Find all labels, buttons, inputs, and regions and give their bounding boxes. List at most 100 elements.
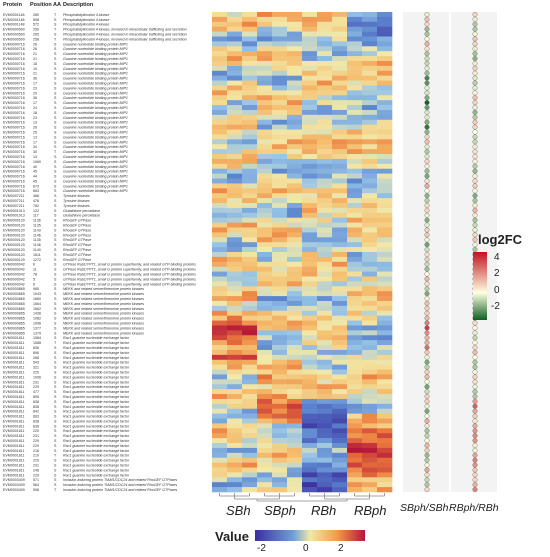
heatmap-cell [332,173,348,179]
row-aa: S [54,42,57,46]
heatmap-cell [227,354,243,361]
heatmap-cell [332,408,348,414]
row-description: Rac1 guanine nucleotide exchange factor [63,444,130,448]
heatmap-cell [347,80,363,86]
heatmap-cell [362,95,378,101]
heatmap-cell [332,85,348,91]
heatmap-cell [257,452,273,459]
log2fc-cell [424,60,430,66]
log2fc-cell [424,70,430,76]
row-protein: EVM0001811 [3,375,25,379]
log2fc-cell [472,41,478,47]
heatmap-cell [347,114,363,121]
heatmap-cell [302,359,318,365]
heatmap-cell [317,276,333,282]
heatmap-cell [212,398,228,405]
heatmap-cell [272,90,288,96]
row-description: Guanine nucleotide binding protein MIP1 [63,145,128,149]
heatmap-cell [227,276,243,282]
heatmap-cell [302,154,318,160]
log2fc-cell [424,256,430,262]
row-aa: S [54,268,57,272]
row-protein: EVM0001811 [3,464,25,468]
heatmap-cell [377,428,393,434]
heatmap-cell [212,325,228,331]
row-aa: S [54,165,57,169]
heatmap-cell [302,212,318,219]
heatmap-cell [362,335,378,341]
row-description: Glutathione peroxidase [63,214,100,218]
heatmap-cell [272,212,288,219]
heatmap-cell [272,443,288,449]
row-aa: S [54,155,57,159]
heatmap-cell [347,261,363,267]
heatmap-cell [362,119,378,125]
heatmap-cell [347,256,363,263]
log2fc-cell [424,109,430,115]
row-description: GTPase Rab1/YPT1, small G protein superf… [63,268,196,272]
row-protein: EVM0000865 [3,297,25,301]
heatmap-cell [362,296,378,302]
row-position: 842 [33,410,39,414]
row-position: 836 [33,346,39,350]
row-position: 231 [33,464,39,468]
heatmap-cell [347,433,363,439]
heatmap-cell [227,247,243,253]
heatmap-cell [302,266,318,272]
heatmap-cell [287,134,303,140]
log2fc-cell [472,21,478,27]
heatmap-cell [287,330,303,336]
heatmap-cell [227,90,243,96]
heatmap-cell [257,188,273,194]
heatmap-cell [302,364,318,370]
log2fc-cell [424,36,430,42]
heatmap-cell [317,369,333,375]
heatmap-cell [242,119,258,125]
heatmap-cell [272,12,288,18]
heatmap-cell [212,242,228,248]
heatmap-cell [347,266,363,272]
log2fc-cell [424,433,430,439]
heatmap-cell [332,447,348,454]
heatmap-cell [332,335,348,341]
heatmap-cell [377,114,393,121]
heatmap-cell [287,203,303,209]
heatmap-cell [347,364,363,370]
heatmap-cell [347,26,363,32]
heatmap-cell [212,447,228,454]
heatmap-cell [272,462,288,468]
row-description: Guanine nucleotide binding protein MIP1 [63,91,128,95]
heatmap-cell [317,188,333,194]
log2fc-cell [472,447,478,453]
heatmap-cell [287,46,303,52]
heatmap-cell [212,46,228,52]
heatmap-cell [287,394,303,400]
heatmap-cell [347,247,363,253]
heatmap-cell [332,359,348,365]
heatmap-cell [302,31,318,37]
row-protein: EVM0007211 [3,199,25,203]
heatmap-cell [287,232,303,238]
heatmap-cell [272,472,288,478]
log2fc-cell [424,217,430,223]
heatmap-cell [377,85,393,91]
heatmap-cell [257,408,273,414]
heatmap-cell [272,256,288,263]
log2fc-cell [472,80,478,86]
row-protein: EVM0001811 [3,351,25,355]
row-description: MEKK and related serine/threonine protei… [63,312,144,316]
heatmap-cell [317,60,333,67]
heatmap-cell [272,359,288,365]
heatmap-cell [377,364,393,370]
log2fc-cell [424,315,430,321]
column-dendrogram [219,493,385,502]
heatmap-cell [317,217,333,223]
log2fc-cell [472,217,478,223]
row-aa: S [54,77,57,81]
heatmap-cell [242,286,258,292]
heatmap-cell [362,144,378,150]
heatmap-cell [212,374,228,380]
heatmap-cell [302,139,318,145]
log2fc-cell [424,418,430,424]
row-position: 1140 [33,248,41,252]
